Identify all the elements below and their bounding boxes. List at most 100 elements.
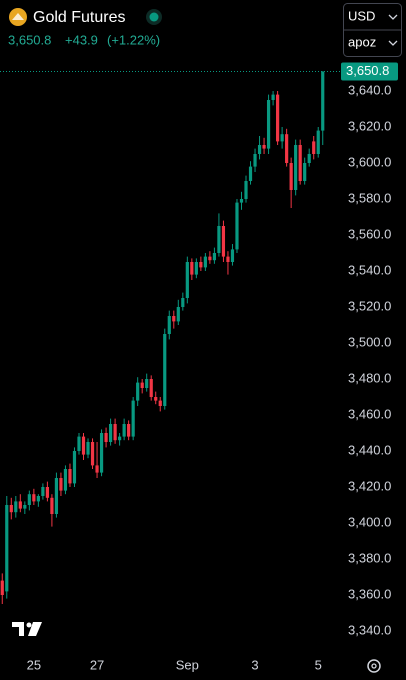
candle-body <box>131 400 135 437</box>
settings-button[interactable] <box>367 659 381 673</box>
candle-body <box>54 478 59 514</box>
account-dropdown[interactable]: apoz <box>348 34 376 49</box>
y-tick-label: 3,440.0 <box>348 442 391 457</box>
candle-body <box>86 442 90 455</box>
candle-body <box>118 436 122 441</box>
x-tick-label: 27 <box>90 657 104 672</box>
candle-body <box>77 436 81 451</box>
candle-body <box>208 256 212 261</box>
candle-body <box>108 424 113 442</box>
candle-body <box>167 316 171 334</box>
candle-body <box>294 145 298 190</box>
candle-body <box>81 436 86 455</box>
settings-icon-center[interactable] <box>371 663 377 669</box>
candle-body <box>285 134 289 163</box>
candle-body <box>23 505 27 509</box>
settings-icon[interactable] <box>367 659 381 673</box>
y-tick-label: 3,580.0 <box>348 190 391 205</box>
last-price-box <box>341 62 398 81</box>
candle-body <box>172 316 176 322</box>
candle-body <box>257 145 262 154</box>
candle-body <box>271 94 275 100</box>
symbol-logo-mark <box>12 13 24 20</box>
candle-body <box>14 501 18 513</box>
symbol-title[interactable]: Gold Futures <box>33 9 125 26</box>
candle-body <box>68 469 72 484</box>
candle-body <box>27 494 31 505</box>
candle-body <box>99 433 104 473</box>
candle-body <box>221 226 226 257</box>
change-percent: (+1.22%) <box>107 32 160 47</box>
candle-body <box>316 130 320 154</box>
candle-body <box>226 256 230 262</box>
candle-body <box>149 379 153 397</box>
y-tick-label: 3,380.0 <box>348 550 391 565</box>
logo-part <box>26 622 32 628</box>
candle-body <box>289 163 293 190</box>
x-tick-label: 5 <box>315 657 322 672</box>
y-tick-label: 3,640.0 <box>348 82 391 97</box>
candle-body <box>145 379 149 388</box>
candle-body <box>280 134 284 142</box>
x-tick-label: 3 <box>251 657 258 672</box>
candle-body <box>95 465 99 473</box>
y-tick-label: 3,620.0 <box>348 118 391 133</box>
status-dot <box>149 12 159 22</box>
candle-body <box>90 442 95 466</box>
candle-body <box>321 71 325 131</box>
candle-body <box>9 505 13 513</box>
candle-body <box>50 497 54 514</box>
candle-body <box>203 256 207 268</box>
candle-body <box>190 262 194 275</box>
candle-body <box>298 145 302 181</box>
candle-body <box>63 469 68 491</box>
candle-body <box>194 262 198 275</box>
candle-body <box>212 253 217 261</box>
candle-body <box>235 202 239 250</box>
candle-body <box>5 505 9 592</box>
y-tick-label: 3,540.0 <box>348 262 391 277</box>
candle-body <box>122 424 126 437</box>
candle-body <box>158 400 162 406</box>
candle-body <box>104 433 108 442</box>
candle-body <box>0 580 4 595</box>
candle-body <box>230 249 235 262</box>
candle-body <box>176 307 180 322</box>
last-price-label: 3,650.8 <box>346 63 389 78</box>
y-tick-label: 3,460.0 <box>348 406 391 421</box>
candle-body <box>303 163 307 181</box>
candle-body <box>45 487 49 498</box>
candle-body <box>140 382 144 388</box>
candle-body <box>136 382 140 401</box>
candle-body <box>266 100 271 149</box>
chevron <box>388 40 398 46</box>
y-tick-label: 3,500.0 <box>348 334 391 349</box>
y-tick-label: 3,560.0 <box>348 226 391 241</box>
x-tick-label: Sep <box>176 657 199 672</box>
candle-body <box>276 94 280 142</box>
candle-body <box>72 451 77 484</box>
candle-body <box>18 501 22 509</box>
y-tick-label: 3,400.0 <box>348 514 391 529</box>
candle-body <box>127 424 131 437</box>
candle-body <box>163 334 167 406</box>
candle-body <box>41 487 45 496</box>
candle-body <box>248 166 253 181</box>
x-tick-label: 25 <box>27 657 41 672</box>
y-tick-label: 3,340.0 <box>348 622 391 637</box>
chevron <box>388 14 398 20</box>
currency-dropdown[interactable]: USD <box>348 8 375 23</box>
y-tick-label: 3,480.0 <box>348 370 391 385</box>
candle-body <box>113 424 117 441</box>
candle-body <box>217 226 221 253</box>
logo-part <box>28 622 42 636</box>
candle-body <box>253 154 257 167</box>
y-tick-label: 3,600.0 <box>348 154 391 169</box>
candle-body <box>32 494 36 502</box>
candle-body <box>181 298 185 307</box>
candle-body <box>312 141 316 154</box>
candle-body <box>239 199 244 203</box>
